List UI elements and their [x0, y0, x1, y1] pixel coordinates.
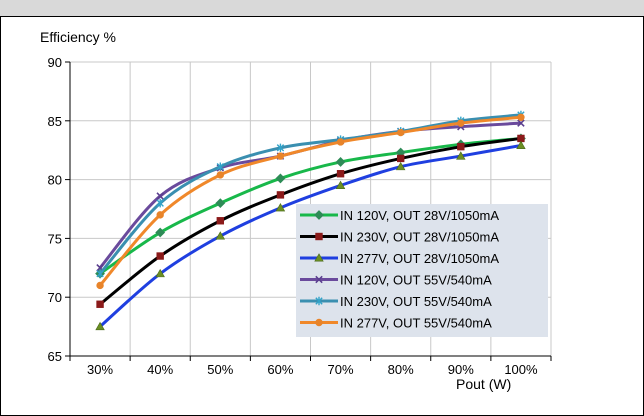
data-point	[156, 198, 164, 208]
data-point	[275, 203, 286, 212]
data-point	[216, 171, 225, 179]
data-point	[517, 134, 525, 143]
x-tick-label: 60%	[267, 362, 293, 377]
data-point	[276, 191, 285, 199]
y-tick-label: 80	[48, 173, 62, 188]
legend-swatch-marker	[315, 275, 323, 284]
series-layer	[95, 110, 526, 331]
data-point	[276, 152, 285, 160]
legend-entry-label: IN 277V, OUT 55V/540mA	[340, 316, 492, 331]
data-point	[96, 300, 104, 308]
data-point	[336, 170, 345, 178]
data-point	[335, 157, 346, 167]
data-point	[335, 180, 346, 189]
data-point	[95, 321, 105, 331]
series-6	[96, 113, 525, 290]
data-point	[96, 281, 104, 290]
legend-swatch-marker	[314, 210, 324, 220]
y-tick-label: 70	[48, 290, 62, 305]
y-tick-label: 75	[48, 231, 62, 246]
data-point	[517, 119, 525, 127]
data-point	[517, 113, 525, 121]
x-tick-label: 50%	[207, 362, 233, 377]
legend-entry-label: IN 230V, OUT 55V/540mA	[340, 294, 492, 309]
axis-layer: 65 70 75 80 85 90 30% 40% 50% 60% 70% 80% 90% 100%	[48, 55, 552, 377]
y-axis-title: Efficiency %	[40, 29, 116, 45]
y-tick-label: 90	[48, 55, 62, 70]
x-tick-label: 90%	[448, 362, 474, 377]
legend-entry-label: IN 120V, OUT 55V/540mA	[340, 273, 492, 288]
x-tick-label: 100%	[504, 362, 538, 377]
x-tick-label: 70%	[328, 362, 354, 377]
data-point	[276, 143, 285, 153]
data-point	[156, 252, 164, 260]
legend: IN 120V, OUT 28V/1050mA IN 230V, OUT 28V/…	[296, 204, 548, 337]
data-point	[155, 227, 166, 238]
series-2	[96, 134, 525, 308]
data-point	[155, 268, 165, 278]
data-point	[336, 138, 345, 146]
legend-swatch-marker	[315, 296, 323, 306]
legend-entry-label: IN 230V, OUT 28V/1050mA	[340, 230, 499, 245]
legend-swatch-marker	[315, 318, 323, 327]
data-point	[396, 154, 405, 163]
data-point	[457, 142, 465, 151]
series-3	[95, 140, 526, 331]
x-tick-label: 40%	[147, 362, 173, 377]
x-axis-title: Pout (W)	[456, 376, 511, 392]
data-point	[396, 128, 405, 137]
x-tick-label: 80%	[388, 362, 414, 377]
header-band	[0, 0, 644, 17]
y-tick-label: 65	[48, 349, 62, 364]
x-tick-label: 30%	[87, 362, 113, 377]
data-point	[275, 173, 286, 184]
legend-swatch-marker	[314, 253, 324, 262]
data-point	[156, 192, 164, 200]
data-point	[96, 269, 104, 278]
legend-entry-label: IN 120V, OUT 28V/1050mA	[340, 208, 499, 223]
legend-entry-label: IN 277V, OUT 28V/1050mA	[340, 251, 499, 266]
series-line	[99, 144, 522, 328]
data-point	[215, 198, 226, 209]
legend-swatch-marker	[315, 232, 323, 241]
data-point	[457, 119, 465, 127]
data-point	[516, 140, 526, 149]
data-point	[215, 231, 226, 240]
y-tick-label: 85	[48, 114, 62, 129]
legend-box	[296, 204, 548, 337]
data-point	[216, 217, 225, 225]
data-point	[156, 211, 164, 219]
data-point	[216, 162, 225, 171]
data-point	[395, 161, 406, 171]
data-point	[456, 151, 466, 160]
